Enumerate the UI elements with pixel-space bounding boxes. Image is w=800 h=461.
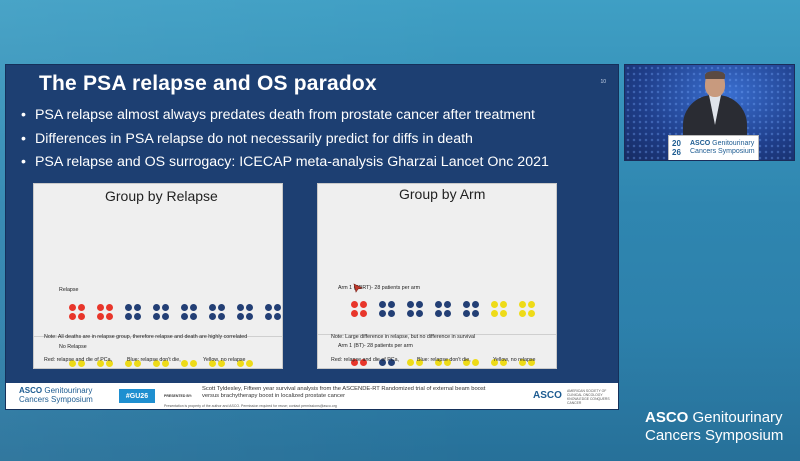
speaker-head (705, 73, 725, 97)
left-legend-red: Red: relapse and die of PCa, (44, 357, 113, 363)
arm1-label: Arm 1 (EBRT)- 28 patients per arm (338, 285, 421, 291)
asco-society-logo: ASCO (533, 390, 562, 401)
right-legend-blue: Blue: relapse don't die, (417, 357, 471, 363)
podium-year: 20 26 (672, 139, 681, 157)
asco-society-subtitle: AMERICAN SOCIETY OF CLINICAL ONCOLOGY KN… (567, 389, 610, 405)
speaker-video: 20 26 ASCO Genitourinary Cancers Symposiu… (624, 64, 795, 161)
divider (318, 334, 556, 335)
slide-footer: ASCO Genitourinary Cancers Symposium #GU… (6, 383, 618, 409)
dot-group (181, 304, 201, 321)
arm1-dot-row (351, 301, 547, 318)
panel-title: Group by Arm (399, 186, 486, 202)
group-by-relapse-panel: Group by Relapse Relapse No Relapse (33, 183, 283, 369)
podium-sign: 20 26 ASCO Genitourinary Cancers Symposiu… (668, 135, 759, 160)
arm2-dot-row (351, 359, 547, 368)
bullet-item: PSA relapse and OS surrogacy: ICECAP met… (21, 151, 549, 175)
podium-text: ASCO Genitourinary Cancers Symposium (690, 140, 755, 155)
right-legend-red: Red: relapse and die of PCa, (331, 357, 400, 363)
divider (34, 336, 282, 337)
dot-group (265, 304, 282, 321)
dot-group (69, 304, 89, 321)
asco-footer-logo: ASCO Genitourinary Cancers Symposium (19, 386, 93, 404)
arm2-label: Arm 1 (BT)- 28 patients per arm (338, 343, 413, 349)
left-note: Note: All deaths are in relapse group, t… (44, 334, 248, 340)
left-legend-blue: Blue: relapse don't die, (127, 357, 181, 363)
conference-logo: ASCO Genitourinary Cancers Symposium (645, 409, 784, 444)
relapse-label: Relapse (59, 287, 79, 293)
right-note: Note: Large difference in relapse, but n… (331, 334, 476, 340)
presented-by-label: PRESENTED BY: (164, 394, 193, 398)
panel-title: Group by Relapse (105, 188, 218, 204)
group-by-arm-panel: Group by Arm Arm 1 (EBRT)- 28 patients p… (317, 183, 557, 369)
left-legend-yellow: Yellow, no relapse (203, 357, 246, 363)
bullet-item: PSA relapse almost always predates death… (21, 104, 549, 128)
slide-title: The PSA relapse and OS paradox (39, 72, 377, 95)
cursor-icon (353, 283, 363, 293)
dot-group (209, 304, 229, 321)
no-relapse-dot-row (69, 360, 265, 368)
no-relapse-label: No Relapse (59, 344, 87, 350)
citation-text: Scott Tyldesley, Fifteen year survival a… (202, 386, 486, 399)
slide-number: 10 (600, 79, 606, 85)
dot-group (97, 304, 117, 321)
bullet-list: PSA relapse almost always predates death… (21, 104, 549, 175)
bullet-item: Differences in PSA relapse do not necess… (21, 128, 549, 152)
dot-group (125, 304, 145, 321)
right-legend-yellow: Yellow, no relapse (493, 357, 536, 363)
dot-group (237, 304, 257, 321)
disclaimer-text: Presentation is property of the author a… (164, 404, 337, 408)
hashtag-badge: #GU26 (119, 389, 155, 403)
relapse-dot-row (69, 304, 282, 321)
presentation-slide: The PSA relapse and OS paradox 10 PSA re… (5, 64, 619, 410)
dot-group (153, 304, 173, 321)
